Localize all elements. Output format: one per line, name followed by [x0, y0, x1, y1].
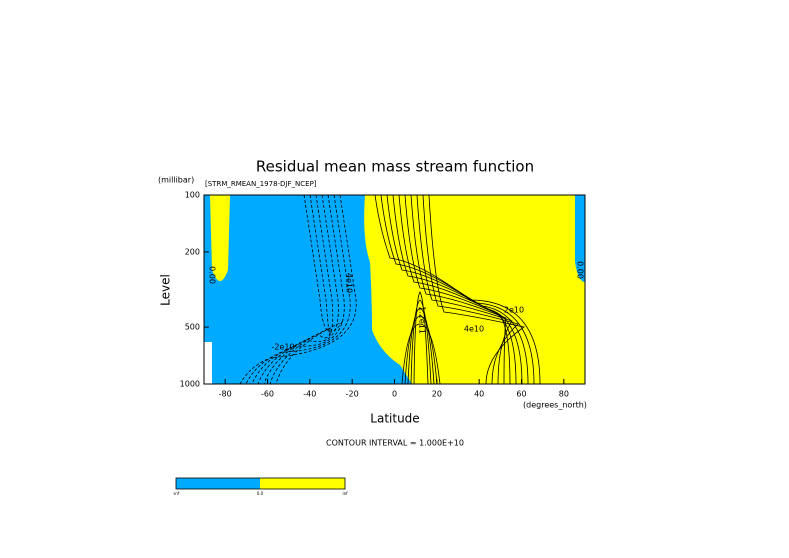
x-tick-label: -60	[261, 390, 274, 399]
negative-contour	[263, 194, 334, 385]
positive-contour	[428, 194, 525, 385]
positive-contour	[407, 307, 435, 385]
positive-contour	[422, 194, 519, 385]
contour-label: 0.00	[576, 261, 585, 279]
x-tick-label: 60	[516, 390, 526, 399]
negative-contour	[245, 194, 351, 385]
positive-contour	[410, 299, 432, 385]
negative-region	[575, 195, 585, 282]
negative-contour	[257, 194, 339, 385]
positive-contour	[404, 194, 511, 385]
positive-contour	[374, 194, 541, 385]
negative-contour	[239, 194, 357, 385]
y-tick-label: 1000	[180, 380, 200, 389]
colorbar-label: -inf	[173, 491, 180, 496]
contour-interval-note: CONTOUR INTERVAL = 1.000E+10	[326, 439, 464, 448]
y-tick-label: 500	[185, 323, 200, 332]
positive-contour	[398, 194, 517, 385]
positive-contour	[380, 194, 535, 385]
negative-region	[204, 195, 412, 384]
contour-label: 4e10	[345, 273, 354, 293]
positive-contour	[401, 323, 441, 385]
positive-contour	[392, 194, 523, 385]
y-tick-label: 100	[185, 191, 200, 200]
colorbar-label: inf	[342, 491, 348, 496]
y-tick-label: 200	[185, 247, 200, 256]
negative-contour	[251, 194, 345, 385]
x-tick-label: 40	[474, 390, 484, 399]
colorbar-label: 0.0	[257, 491, 264, 496]
x-tick-label: 80	[559, 390, 569, 399]
positive-contour	[386, 194, 529, 385]
x-tick-label: -80	[219, 390, 232, 399]
colorbar-negative	[176, 478, 260, 489]
contour-label: 2e10	[504, 306, 524, 315]
colorbar-positive	[260, 478, 345, 489]
contour-label: -2e10	[271, 343, 294, 352]
negative-contour	[269, 194, 331, 385]
y-units: (millibar)	[158, 176, 194, 185]
x-units: (degrees_north)	[523, 401, 587, 410]
chart-title: Residual mean mass stream function	[256, 158, 534, 176]
x-tick-label: 20	[432, 390, 442, 399]
contour-label: 1.2e11	[418, 306, 427, 334]
chart-subtitle: [STRM_RMEAN_1978-DJF_NCEP]	[205, 180, 317, 188]
positive-contour	[404, 315, 438, 385]
y-axis-label: Level	[159, 274, 173, 306]
x-tick-label: -40	[303, 390, 316, 399]
colorbar-frame	[175, 477, 346, 490]
contour-lines	[239, 194, 541, 385]
positive-contour	[413, 291, 429, 385]
contour-label: 0.00	[208, 266, 217, 284]
contour-label: 4e10	[464, 325, 484, 334]
x-tick-label: 0	[392, 390, 397, 399]
missing-region	[204, 342, 212, 384]
negative-contour	[275, 194, 344, 385]
x-tick-label: -20	[346, 390, 359, 399]
x-axis-label: Latitude	[370, 412, 419, 426]
